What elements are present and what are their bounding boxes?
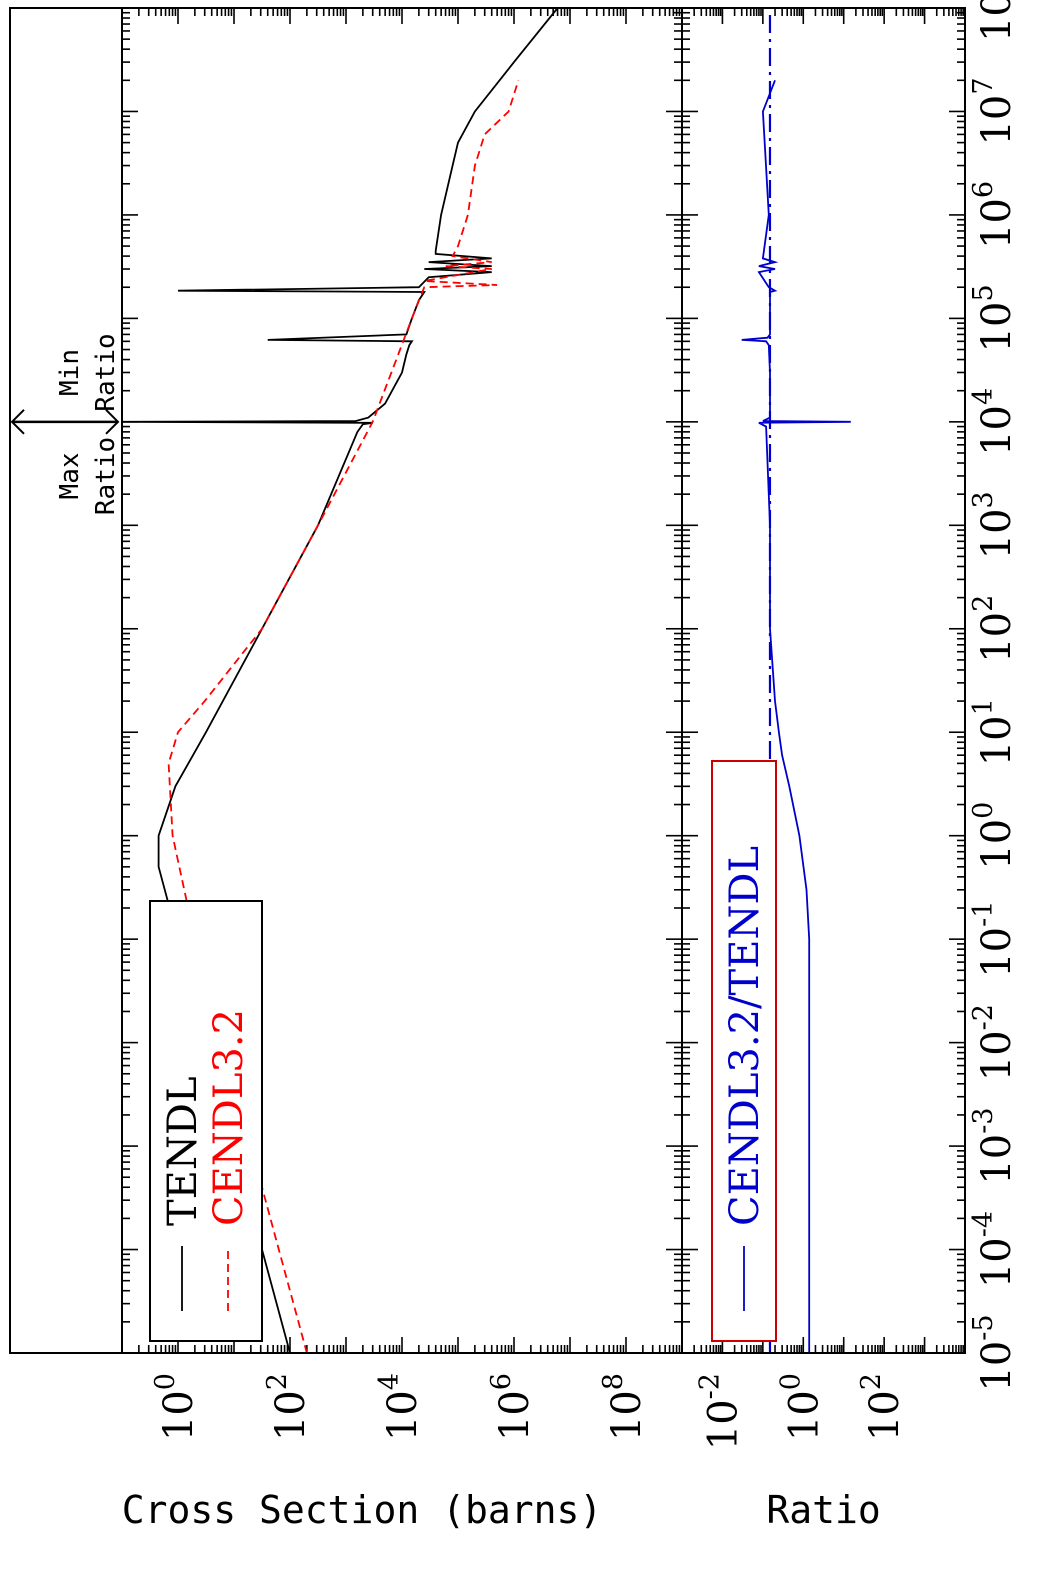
cross-section-panel: 100 102 104 106 108 Cross Section (barns) TEND… — [121, 7, 683, 1532]
x-tick-label: 106 — [968, 181, 1020, 249]
x-tick-label: 105 — [968, 284, 1020, 352]
ratio-arrow-head-left — [10, 409, 25, 435]
x-tick-label: 10-3 — [968, 1107, 1020, 1184]
x-tick-label: 10-5 — [968, 1314, 1020, 1391]
x-tick-labels: 10-5 10-4 10-3 10-2 10-1 100 101 102 103 104 105 10… — [968, 0, 1020, 1392]
legend-box — [711, 760, 777, 1342]
x-tick-label: 10-4 — [968, 1211, 1020, 1288]
y-tick-label: 102 — [262, 1373, 314, 1441]
x-tick-label: 101 — [968, 698, 1020, 766]
y-axis-label: Ratio — [766, 1488, 880, 1532]
legend-label: TENDL — [160, 1076, 206, 1226]
y-axis-label: Cross Section (barns) — [122, 1488, 602, 1532]
x-tick-label: 103 — [968, 491, 1020, 559]
y-tick-label: 102 — [856, 1373, 908, 1441]
ratio-annotation-text: Max — [55, 452, 85, 499]
ratio-annotation-text: Ratio — [91, 333, 121, 411]
x-tick-label: 100 — [968, 802, 1020, 870]
x-tick-label: 107 — [968, 77, 1020, 145]
ratio-annotation-text: Min — [55, 349, 85, 396]
y-tick-label: 104 — [374, 1373, 426, 1441]
x-tick-label: 102 — [968, 595, 1020, 663]
legend-label: CENDL3.2 — [206, 1009, 252, 1226]
x-tick-label: 104 — [968, 388, 1020, 456]
legend-box — [149, 900, 263, 1342]
legend-label: CENDL3.2/TENDL — [722, 846, 768, 1226]
y-tick-label: 10-2 — [694, 1373, 746, 1450]
y-tick-label: 100 — [150, 1373, 202, 1441]
plot-frame — [9, 7, 966, 1354]
ratio-arrow-head-right — [105, 409, 120, 435]
y-tick-label: 106 — [486, 1373, 538, 1441]
series-line-cendl3-2-tendl — [741, 79, 851, 1353]
y-tick-label: 100 — [775, 1373, 827, 1441]
x-tick-label: 108 — [968, 0, 1020, 42]
x-tick-label: 10-2 — [968, 1004, 1020, 1081]
ratio-annotation-text: Ratio — [91, 437, 121, 515]
plot-root: 100 102 104 106 108 Cross Section (barns) TEND… — [9, 0, 1020, 1532]
series-line-tendl — [122, 8, 559, 1353]
y-tick-label: 108 — [598, 1373, 650, 1441]
ratio-panel: 10-2 100 102 Ratio CENDL3.2/TENDL — [681, 7, 966, 1532]
x-tick-label: 10-1 — [968, 901, 1020, 978]
